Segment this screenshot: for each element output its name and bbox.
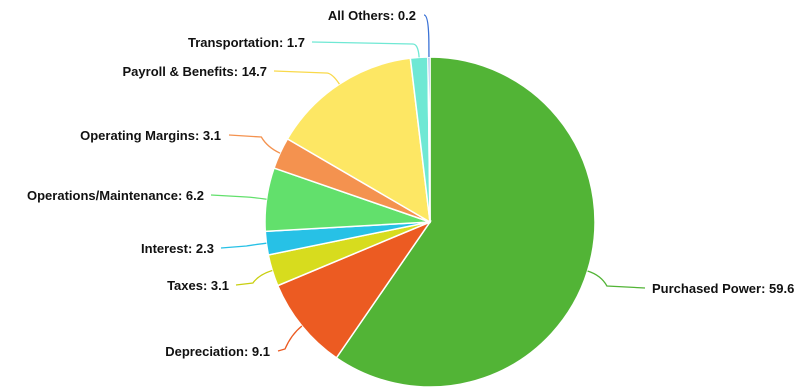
slice-label-payroll-benefits: Payroll & Benefits: 14.7 bbox=[123, 64, 268, 79]
slice-label-operations-maintenance: Operations/Maintenance: 6.2 bbox=[27, 188, 204, 203]
slice-label-all-others: All Others: 0.2 bbox=[328, 8, 416, 23]
leader-lines bbox=[210, 14, 646, 352]
leader-line-depreciation bbox=[277, 325, 303, 352]
pie-slices bbox=[264, 56, 596, 388]
slice-label-taxes: Taxes: 3.1 bbox=[167, 278, 229, 293]
leader-line-operating-margins bbox=[228, 134, 281, 154]
leader-line-transportation bbox=[311, 41, 420, 58]
leader-line-payroll-benefits bbox=[273, 70, 340, 85]
slice-label-interest: Interest: 2.3 bbox=[141, 241, 214, 256]
leader-line-all-others bbox=[423, 14, 430, 58]
slice-label-operating-margins: Operating Margins: 3.1 bbox=[80, 128, 221, 143]
slice-label-transportation: Transportation: 1.7 bbox=[188, 35, 305, 50]
leader-line-purchased-power bbox=[587, 270, 646, 289]
leader-line-taxes bbox=[235, 269, 273, 286]
slice-label-depreciation: Depreciation: 9.1 bbox=[165, 344, 270, 359]
pie-slice-depreciation bbox=[276, 220, 433, 359]
pie-slice-payroll-benefits bbox=[286, 57, 431, 224]
leader-line-operations-maintenance bbox=[210, 194, 267, 200]
slice-label-purchased-power: Purchased Power: 59.6 bbox=[652, 281, 794, 296]
leader-line-interest bbox=[220, 242, 267, 249]
slice-labels: Purchased Power: 59.6 Depreciation: 9.1 Ta… bbox=[27, 8, 794, 359]
